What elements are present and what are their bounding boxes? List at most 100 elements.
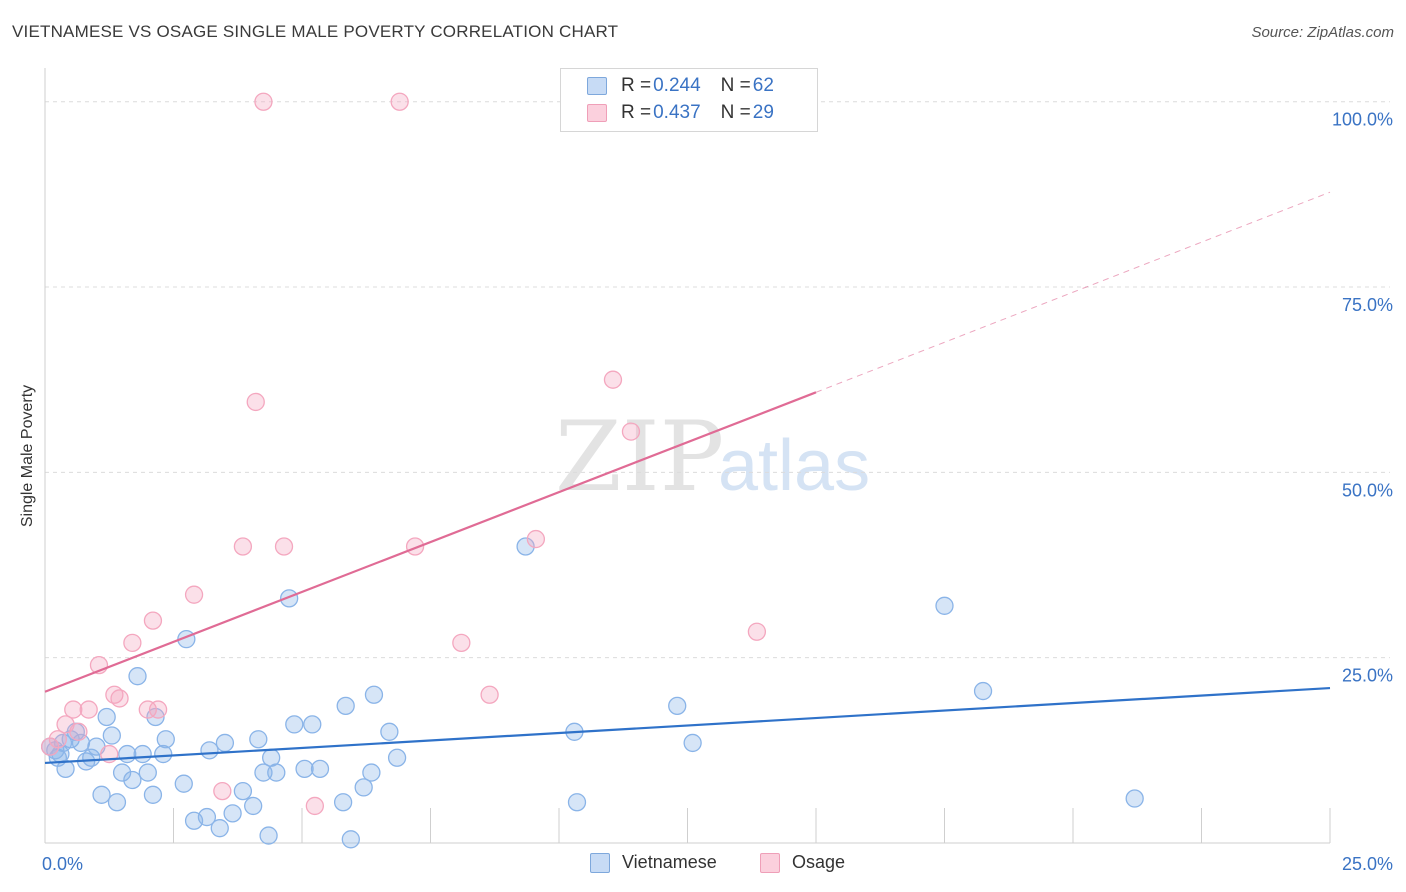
point-vietnamese — [112, 763, 132, 782]
point-vietnamese — [210, 819, 229, 838]
point-osage — [603, 370, 623, 389]
point-osage — [747, 622, 767, 641]
bottom-legend-swatch-vietnamese — [590, 852, 610, 873]
chart-source: Source: ZipAtlas.com — [1251, 24, 1394, 41]
point-vietnamese — [138, 763, 157, 782]
point-vietnamese — [973, 681, 993, 701]
point-vietnamese — [244, 796, 263, 816]
y-tick-label: 50.0% — [1342, 480, 1393, 500]
legend-n-value: 29 — [752, 102, 774, 123]
point-vietnamese — [233, 781, 253, 801]
point-osage — [40, 737, 60, 756]
trendline-osage — [44, 391, 817, 693]
point-osage — [110, 689, 129, 708]
point-vietnamese — [215, 733, 235, 753]
point-vietnamese — [267, 763, 286, 782]
point-osage — [64, 700, 83, 719]
point-vietnamese — [259, 826, 278, 845]
trendline-ext-osage — [815, 191, 1331, 393]
bottom-legend-label-osage: Osage — [792, 852, 846, 872]
point-osage — [48, 730, 67, 749]
point-osage — [148, 700, 168, 719]
point-vietnamese — [567, 793, 587, 812]
point-osage — [138, 700, 157, 719]
point-vietnamese — [336, 696, 355, 716]
point-vietnamese — [92, 785, 111, 804]
point-osage — [390, 92, 409, 111]
point-vietnamese — [156, 730, 175, 749]
point-vietnamese — [107, 793, 127, 812]
point-vietnamese — [254, 763, 273, 782]
point-vietnamese — [82, 748, 101, 767]
point-osage — [305, 796, 325, 816]
point-vietnamese — [146, 707, 165, 727]
point-osage — [452, 633, 471, 653]
point-vietnamese — [123, 770, 142, 790]
watermark-zip: ZIP — [555, 401, 724, 513]
trendline-vietnamese — [44, 686, 1331, 765]
point-vietnamese — [102, 726, 121, 745]
legend-r-value: 0.437 — [653, 102, 701, 123]
point-vietnamese — [118, 744, 137, 764]
point-vietnamese — [56, 759, 75, 779]
legend-r-value: 0.244 — [653, 75, 701, 96]
legend-n-label: N = — [720, 75, 751, 96]
point-osage — [274, 537, 294, 556]
point-vietnamese — [364, 685, 384, 704]
point-vietnamese — [333, 793, 353, 812]
point-vietnamese — [668, 696, 687, 716]
bottom-legend-osage: Osage — [760, 852, 845, 873]
point-osage — [246, 392, 265, 412]
bottom-legend-swatch-osage — [760, 852, 780, 873]
point-osage — [123, 633, 142, 653]
bottom-legend-label-vietnamese: Vietnamese — [622, 852, 717, 872]
point-vietnamese — [516, 537, 535, 556]
point-osage — [480, 685, 499, 704]
point-vietnamese — [285, 715, 304, 734]
point-osage — [621, 422, 641, 441]
point-vietnamese — [71, 733, 91, 753]
point-vietnamese — [310, 759, 330, 779]
point-vietnamese — [174, 774, 193, 793]
point-vietnamese — [1125, 789, 1144, 808]
legend-n-value: 62 — [752, 75, 774, 96]
point-vietnamese — [935, 596, 954, 615]
legend-row-osage: R = 0.437 N = 29 — [587, 102, 774, 124]
chart-title: VIETNAMESE VS OSAGE SINGLE MALE POVERTY … — [12, 22, 619, 41]
point-osage — [69, 722, 88, 741]
point-osage — [184, 585, 204, 604]
point-vietnamese — [154, 744, 173, 764]
point-vietnamese — [354, 778, 373, 797]
y-tick-label: 25.0% — [1342, 666, 1393, 686]
point-osage — [254, 92, 273, 111]
point-vietnamese — [197, 807, 217, 827]
point-osage — [233, 537, 253, 556]
point-vietnamese — [133, 744, 152, 764]
point-vietnamese — [128, 667, 147, 686]
legend-row-vietnamese: R = 0.244 N = 62 — [587, 75, 774, 97]
x-tick-label: 25.0% — [1342, 854, 1393, 874]
watermark-atlas: atlas — [718, 426, 870, 506]
point-vietnamese — [143, 785, 163, 804]
point-vietnamese — [683, 733, 702, 753]
point-vietnamese — [249, 730, 268, 749]
point-vietnamese — [223, 804, 242, 823]
point-osage — [79, 700, 98, 719]
y-tick-label: 100.0% — [1332, 110, 1393, 130]
point-vietnamese — [303, 715, 322, 734]
legend-swatch-vietnamese — [587, 77, 607, 95]
bottom-legend-vietnamese: Vietnamese — [590, 852, 717, 873]
legend: R = 0.244 N = 62 R = 0.437 N = 29 — [560, 68, 818, 132]
y-tick-label: 75.0% — [1342, 295, 1393, 315]
point-vietnamese — [295, 759, 314, 779]
point-vietnamese — [387, 748, 407, 767]
legend-swatch-osage — [587, 104, 607, 122]
point-osage — [143, 611, 163, 630]
legend-n-label: N = — [720, 102, 751, 123]
point-osage — [526, 529, 546, 549]
point-vietnamese — [200, 741, 219, 760]
point-vietnamese — [362, 763, 381, 782]
legend-r-label: R = — [621, 75, 652, 96]
point-osage — [213, 781, 232, 801]
